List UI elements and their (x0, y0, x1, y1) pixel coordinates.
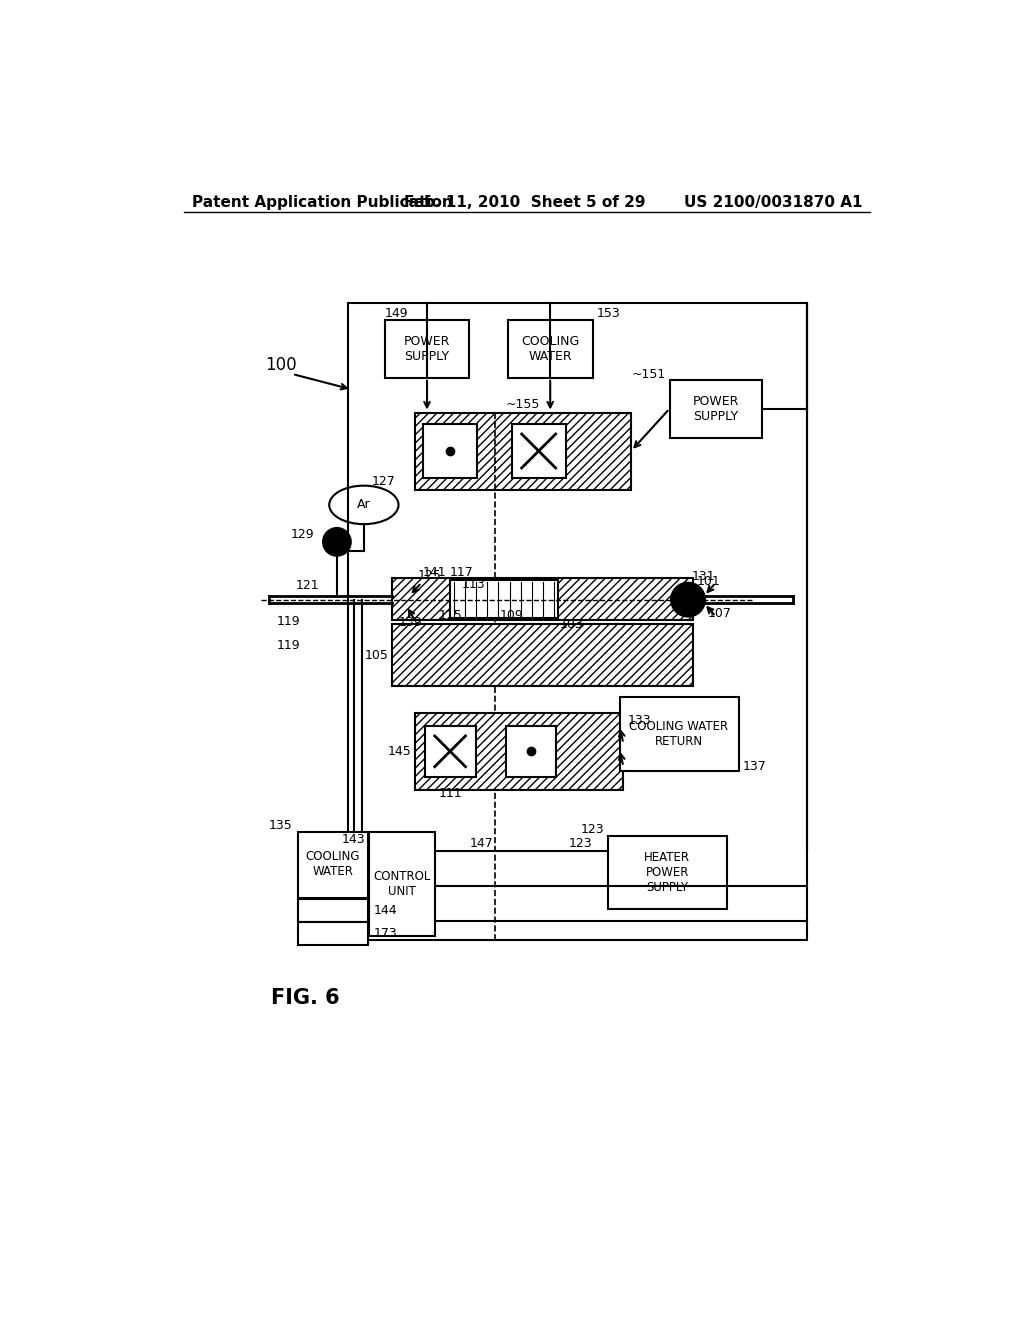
Text: 125: 125 (418, 569, 441, 582)
Text: COOLING
WATER: COOLING WATER (521, 334, 580, 363)
Text: 147: 147 (469, 837, 494, 850)
Text: ~155: ~155 (506, 399, 541, 412)
Bar (392, 624, 692, 686)
Text: 100: 100 (265, 356, 297, 374)
Bar (451, 581, 558, 618)
Text: 119: 119 (276, 615, 300, 628)
Text: 131: 131 (692, 570, 716, 583)
Text: 117: 117 (451, 566, 474, 579)
Text: 137: 137 (742, 760, 766, 774)
Text: 153: 153 (596, 308, 621, 321)
Text: 127: 127 (372, 475, 395, 488)
Text: FIG. 6: FIG. 6 (271, 987, 340, 1007)
Bar (508, 321, 593, 378)
Text: 115: 115 (438, 609, 462, 622)
Bar (385, 321, 469, 378)
Text: ~151: ~151 (632, 367, 666, 380)
Text: 173: 173 (374, 927, 397, 940)
Text: 143: 143 (342, 833, 366, 846)
Bar (620, 697, 739, 771)
Text: 101: 101 (696, 576, 720, 589)
Text: 139: 139 (398, 616, 422, 630)
Text: US 2100/0031870 A1: US 2100/0031870 A1 (684, 195, 862, 210)
Bar (298, 923, 368, 945)
Text: 144: 144 (374, 904, 397, 917)
Text: 149: 149 (385, 308, 409, 321)
Text: 133: 133 (628, 714, 651, 727)
Circle shape (323, 528, 351, 556)
Text: 135: 135 (268, 820, 292, 833)
Text: POWER
SUPPLY: POWER SUPPLY (403, 334, 451, 363)
Bar (416, 412, 631, 490)
Text: Feb. 11, 2010  Sheet 5 of 29: Feb. 11, 2010 Sheet 5 of 29 (404, 195, 645, 210)
Bar (670, 380, 762, 438)
Bar (425, 726, 475, 776)
Text: 113: 113 (462, 578, 485, 591)
Text: 129: 129 (290, 528, 313, 541)
Text: P: P (684, 593, 692, 606)
Text: Patent Application Publication: Patent Application Publication (193, 195, 453, 210)
Bar (298, 899, 368, 923)
Bar (392, 578, 692, 620)
Text: 111: 111 (438, 787, 462, 800)
Text: 145: 145 (388, 744, 412, 758)
Bar (423, 424, 477, 478)
Text: 123: 123 (569, 837, 593, 850)
Text: 103: 103 (559, 618, 584, 631)
Text: POWER
SUPPLY: POWER SUPPLY (692, 395, 739, 422)
Text: 123: 123 (581, 824, 604, 837)
Text: 141: 141 (423, 566, 446, 579)
Bar (348, 304, 807, 940)
Text: CONTROL
UNIT: CONTROL UNIT (373, 870, 430, 898)
Bar (451, 581, 558, 618)
Text: 107: 107 (708, 607, 732, 620)
Text: COOLING
WATER: COOLING WATER (306, 850, 360, 879)
Text: HEATER
POWER
SUPPLY: HEATER POWER SUPPLY (644, 850, 690, 894)
Bar (608, 836, 727, 909)
Text: 121: 121 (296, 579, 319, 593)
Bar (512, 424, 565, 478)
Bar (416, 713, 624, 789)
Text: Ar: Ar (357, 499, 371, 511)
Text: 109: 109 (500, 609, 524, 622)
Text: COOLING WATER
RETURN: COOLING WATER RETURN (629, 719, 728, 747)
Bar (298, 832, 368, 898)
Circle shape (671, 582, 705, 616)
Bar (506, 726, 556, 776)
Bar (370, 832, 435, 936)
Text: 119: 119 (276, 639, 300, 652)
Text: 105: 105 (365, 648, 388, 661)
